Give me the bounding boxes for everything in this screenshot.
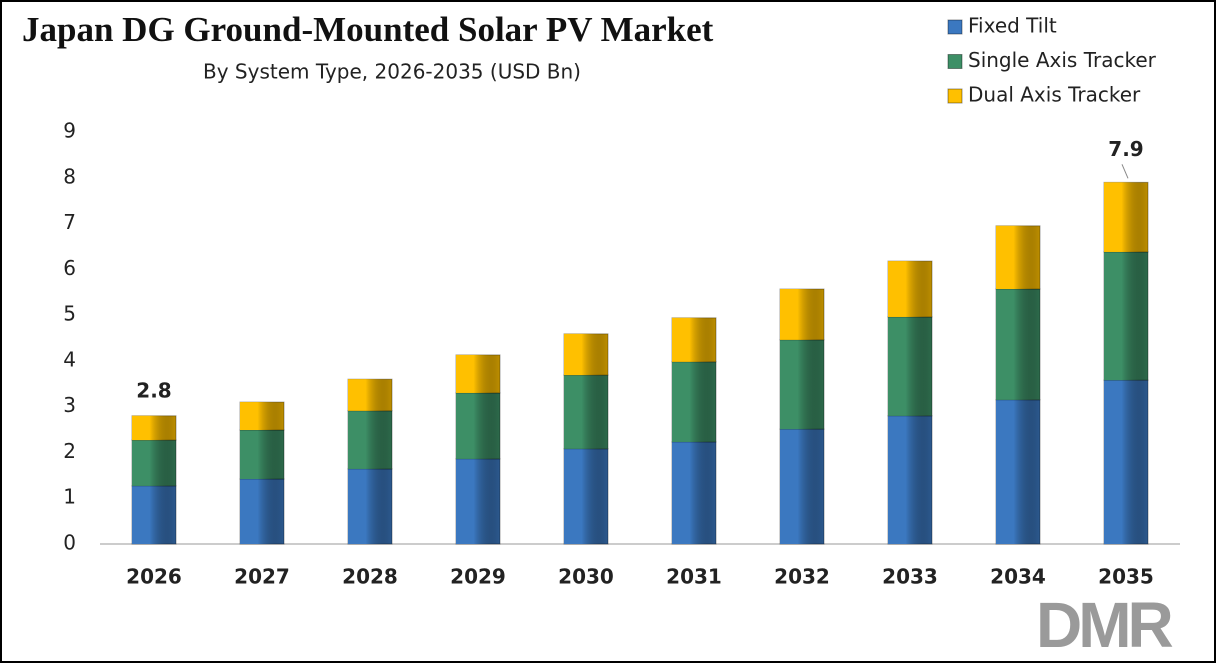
bar-segment (779, 339, 825, 430)
bar-segment (239, 429, 285, 480)
bar-segment (563, 448, 609, 545)
y-tick-label: 5 (63, 302, 76, 326)
x-tick-label: 2026 (126, 565, 182, 589)
bar-segment (347, 378, 393, 412)
leader-line (1121, 164, 1129, 179)
bar-segment (455, 458, 501, 545)
x-tick-label: 2033 (882, 565, 938, 589)
y-tick-label: 3 (63, 393, 76, 417)
x-tick-label: 2031 (666, 565, 722, 589)
y-tick-label: 4 (63, 347, 76, 371)
bar-segment (779, 428, 825, 545)
legend-swatch (947, 88, 963, 104)
y-tick-label: 9 (63, 119, 76, 143)
legend-swatch (947, 19, 963, 35)
bar-segment (131, 415, 177, 441)
x-tick-label: 2027 (234, 565, 290, 589)
data-label: 2.8 (136, 378, 171, 402)
legend-label: Dual Axis Tracker (968, 83, 1141, 107)
bar-segment (779, 288, 825, 341)
y-tick-label: 2 (63, 439, 76, 463)
bar-segment (347, 410, 393, 470)
bar-segment (995, 225, 1041, 290)
bar-segment (563, 374, 609, 450)
x-tick-label: 2035 (1098, 565, 1154, 589)
bar-segment (887, 260, 933, 318)
chart-subtitle: By System Type, 2026-2035 (USD Bn) (203, 60, 581, 84)
x-tick-label: 2034 (990, 565, 1046, 589)
bar-segment (455, 354, 501, 394)
bar-segment (671, 361, 717, 443)
x-tick-label: 2032 (774, 565, 830, 589)
legend-label: Single Axis Tracker (968, 48, 1157, 72)
x-tick-label: 2029 (450, 565, 506, 589)
bar-segment (887, 316, 933, 417)
bar-segment (671, 441, 717, 545)
y-tick-label: 1 (63, 485, 76, 509)
bar-segment (563, 333, 609, 376)
bar-segment (239, 401, 285, 431)
bar-segment (1103, 379, 1149, 545)
data-label: 7.9 (1108, 137, 1143, 161)
bar-segment (131, 439, 177, 487)
legend-swatch (947, 54, 963, 69)
bar-segment (1103, 251, 1149, 381)
bar-segment (671, 317, 717, 363)
logo: DMR (1036, 589, 1173, 661)
bar-segment (887, 415, 933, 545)
bar-segment (347, 468, 393, 545)
bar-segment (995, 399, 1041, 545)
x-tick-label: 2028 (342, 565, 398, 589)
x-tick-label: 2030 (558, 565, 614, 589)
bar-segment (995, 288, 1041, 401)
legend-label: Fixed Tilt (968, 14, 1057, 38)
bar-segment (239, 478, 285, 545)
y-tick-label: 8 (63, 164, 76, 188)
chart-title: Japan DG Ground-Mounted Solar PV Market (22, 10, 714, 49)
y-tick-label: 0 (63, 531, 76, 555)
y-tick-label: 7 (63, 210, 76, 234)
y-tick-label: 6 (63, 256, 76, 280)
bar-segment (1103, 181, 1149, 253)
bar-segment (455, 392, 501, 460)
bar-segment (131, 485, 177, 545)
